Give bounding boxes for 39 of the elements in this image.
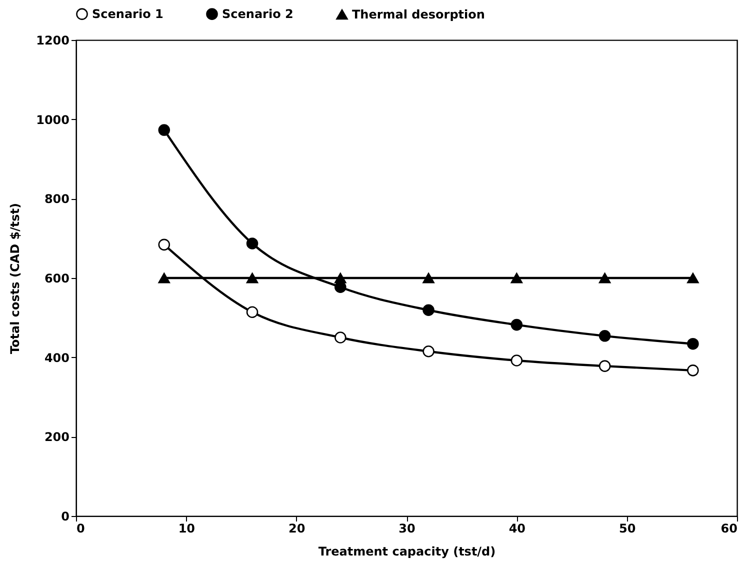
y-tick-label: 0: [61, 510, 70, 524]
x-axis-title: Treatment capacity (tst/d): [318, 544, 496, 558]
y-tick-label: 600: [44, 272, 70, 286]
point: [246, 306, 258, 318]
y-tick-label: 800: [44, 192, 70, 206]
legend-label: Scenario 2: [222, 7, 294, 22]
point: [598, 360, 611, 372]
point: [598, 330, 611, 342]
point: [422, 346, 434, 358]
point: [687, 272, 699, 284]
legend-label: Scenario 1: [92, 7, 164, 22]
point: [334, 272, 346, 284]
x-tick-label: 40: [508, 522, 526, 536]
point: [246, 238, 258, 250]
point: [598, 272, 611, 284]
legend-label: Thermal desorption: [352, 7, 485, 22]
x-tick-label: 30: [398, 522, 416, 536]
y-tick-label: 1000: [36, 112, 70, 127]
point: [158, 272, 170, 284]
point: [510, 318, 523, 331]
point: [510, 272, 523, 284]
point: [422, 304, 434, 316]
point: [687, 338, 699, 350]
point: [510, 354, 523, 366]
x-tick-label: 10: [178, 522, 196, 536]
x-tick-label: 50: [618, 522, 636, 536]
point: [687, 364, 699, 376]
point: [246, 272, 258, 284]
x-tick-label: 20: [288, 522, 306, 536]
y-tick-label: 1200: [36, 34, 70, 48]
point: [158, 124, 170, 136]
point: [422, 272, 434, 284]
y-tick-label: 400: [44, 350, 70, 365]
y-axis-title: Total costs (CAD $/tst): [8, 202, 22, 354]
x-tick-label: 0: [76, 522, 85, 536]
x-tick-label: 60: [720, 522, 738, 536]
y-tick-label: 200: [44, 430, 70, 444]
point: [334, 332, 346, 344]
point: [158, 238, 170, 251]
